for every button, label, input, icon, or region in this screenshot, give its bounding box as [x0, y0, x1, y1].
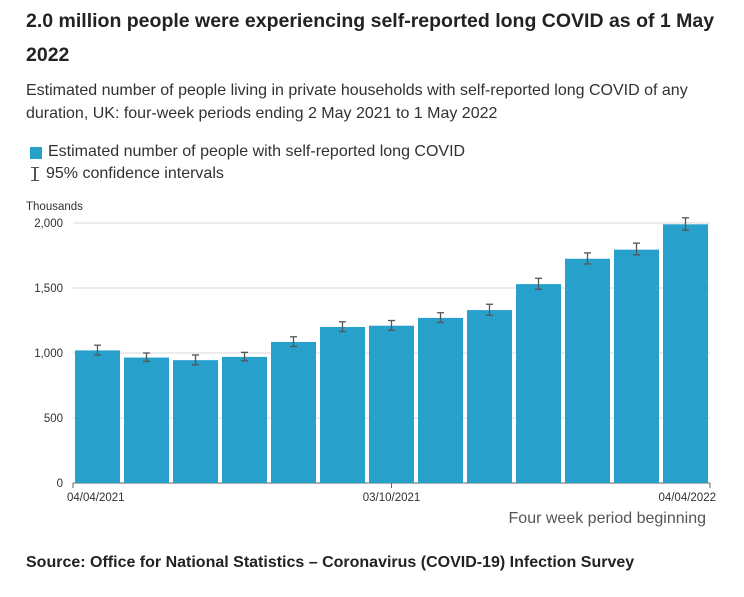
- legend-swatch: [30, 147, 42, 159]
- legend-label-estimate: Estimated number of people with self-rep…: [48, 143, 466, 160]
- bar: [320, 327, 365, 483]
- legend: Estimated number of people with self-rep…: [30, 141, 465, 185]
- x-tick-label: 04/04/2022: [658, 492, 716, 504]
- bar: [124, 357, 169, 483]
- bar-chart: Thousands 0 500 1,000 1,500 2,000 04/04/2021 03…: [26, 201, 716, 527]
- bar: [565, 258, 610, 483]
- bar: [614, 249, 659, 483]
- source-note: Source: Office for National Statistics –…: [26, 554, 635, 571]
- legend-label-ci: 95% confidence intervals: [46, 165, 224, 182]
- legend-item-estimate: Estimated number of people with self-rep…: [30, 141, 465, 163]
- bar: [222, 356, 267, 483]
- bar: [75, 350, 120, 483]
- y-tick-label: 0: [57, 478, 63, 490]
- bar: [516, 284, 561, 483]
- y-tick-label: 2,000: [34, 218, 63, 230]
- error-bar-icon: [30, 166, 40, 182]
- x-tick-label: 04/04/2021: [67, 492, 125, 504]
- legend-item-ci: 95% confidence intervals: [30, 163, 465, 185]
- x-axis-label: Four week period beginning: [509, 510, 706, 527]
- y-tick-label: 500: [44, 413, 63, 425]
- chart-title: 2.0 million people were experiencing sel…: [26, 10, 715, 66]
- x-tick-label: 03/10/2021: [363, 492, 421, 504]
- y-tick-label: 1,500: [34, 283, 63, 295]
- bar: [663, 224, 708, 484]
- bar: [467, 310, 512, 483]
- bar: [369, 325, 414, 483]
- bar: [173, 360, 218, 483]
- bar: [271, 341, 316, 483]
- chart-subtitle: Estimated number of people living in pri…: [26, 82, 688, 122]
- y-tick-label: 1,000: [34, 348, 63, 360]
- bar: [418, 317, 463, 483]
- y-axis-label: Thousands: [26, 201, 83, 213]
